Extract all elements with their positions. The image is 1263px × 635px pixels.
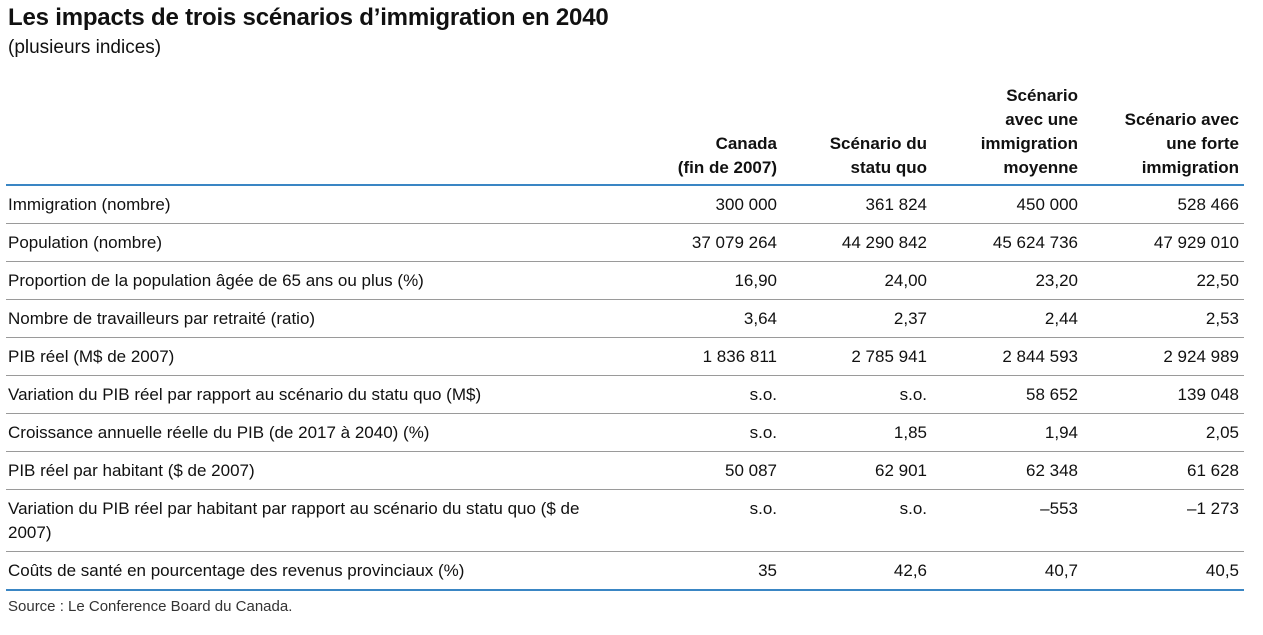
- header-line: [782, 84, 927, 108]
- row-label: PIB réel (M$ de 2007): [6, 337, 634, 376]
- row-label: PIB réel par habitant ($ de 2007): [6, 451, 634, 490]
- table-row: Population (nombre) 37 079 264 44 290 84…: [6, 223, 1244, 262]
- header-line: [782, 108, 927, 132]
- header-line: avec une: [1005, 110, 1078, 129]
- table-row: PIB réel par habitant ($ de 2007) 50 087…: [6, 451, 1244, 490]
- cell-value: 2 844 593: [932, 337, 1083, 376]
- column-header-immigration-moyenne: Scénario avec une immigration moyenne: [932, 84, 1083, 186]
- column-header-forte-immigration: Scénario avec une forte immigration: [1083, 84, 1244, 186]
- header-line: statu quo: [850, 158, 928, 177]
- source-note: Source : Le Conference Board du Canada.: [8, 598, 293, 615]
- cell-value: 61 628: [1083, 451, 1244, 490]
- cell-value: 40,5: [1083, 551, 1244, 591]
- row-label: Variation du PIB réel par habitant par r…: [6, 489, 634, 552]
- header-line: [634, 84, 777, 108]
- cell-value: 42,6: [782, 551, 932, 591]
- cell-value: 361 824: [782, 185, 932, 224]
- row-label: Nombre de travailleurs par retraité (rat…: [6, 299, 634, 338]
- cell-value: s.o.: [634, 489, 782, 552]
- table-row: Nombre de travailleurs par retraité (rat…: [6, 299, 1244, 338]
- cell-value: 50 087: [634, 451, 782, 490]
- cell-value: 300 000: [634, 185, 782, 224]
- cell-value: 2,44: [932, 299, 1083, 338]
- row-label: Proportion de la population âgée de 65 a…: [6, 261, 634, 300]
- header-line: une forte: [1166, 134, 1239, 153]
- table-row: Immigration (nombre) 300 000 361 824 450…: [6, 185, 1244, 224]
- header-line: immigration: [980, 134, 1078, 153]
- cell-value: 62 348: [932, 451, 1083, 490]
- cell-value: 139 048: [1083, 375, 1244, 414]
- header-line: (fin de 2007): [677, 158, 777, 177]
- chart-title: Les impacts de trois scénarios d’immigra…: [8, 4, 609, 31]
- row-label: Variation du PIB réel par rapport au scé…: [6, 375, 634, 414]
- table-row: Proportion de la population âgée de 65 a…: [6, 261, 1244, 300]
- cell-value: 44 290 842: [782, 223, 932, 262]
- cell-value: 35: [634, 551, 782, 591]
- cell-value: 22,50: [1083, 261, 1244, 300]
- row-label: Coûts de santé en pourcentage des revenu…: [6, 551, 634, 591]
- cell-value: 450 000: [932, 185, 1083, 224]
- cell-value: –553: [932, 489, 1083, 552]
- chart-subtitle: (plusieurs indices): [8, 37, 162, 58]
- cell-value: s.o.: [782, 375, 932, 414]
- header-line: moyenne: [1003, 158, 1078, 177]
- cell-value: 528 466: [1083, 185, 1244, 224]
- cell-value: 47 929 010: [1083, 223, 1244, 262]
- table-row: Coûts de santé en pourcentage des revenu…: [6, 551, 1244, 591]
- cell-value: 24,00: [782, 261, 932, 300]
- cell-value: 45 624 736: [932, 223, 1083, 262]
- cell-value: s.o.: [782, 489, 932, 552]
- cell-value: s.o.: [634, 375, 782, 414]
- data-table: Canada (fin de 2007) Scénario du statu q…: [6, 84, 1244, 591]
- cell-value: 2,37: [782, 299, 932, 338]
- header-line: [1083, 84, 1239, 108]
- cell-value: 23,20: [932, 261, 1083, 300]
- table-row: Croissance annuelle réelle du PIB (de 20…: [6, 413, 1244, 452]
- column-header-canada: Canada (fin de 2007): [634, 84, 782, 186]
- cell-value: 2 924 989: [1083, 337, 1244, 376]
- cell-value: 3,64: [634, 299, 782, 338]
- header-line: immigration: [1141, 158, 1239, 177]
- cell-value: 1,85: [782, 413, 932, 452]
- cell-value: 1 836 811: [634, 337, 782, 376]
- table-row: PIB réel (M$ de 2007) 1 836 811 2 785 94…: [6, 337, 1244, 376]
- row-label: Immigration (nombre): [6, 185, 634, 224]
- cell-value: 37 079 264: [634, 223, 782, 262]
- cell-value: 2,05: [1083, 413, 1244, 452]
- table-row: Variation du PIB réel par habitant par r…: [6, 489, 1244, 552]
- cell-value: 40,7: [932, 551, 1083, 591]
- cell-value: 2,53: [1083, 299, 1244, 338]
- row-label: Population (nombre): [6, 223, 634, 262]
- header-line: Scénario du: [829, 134, 927, 153]
- header-line: [634, 108, 777, 132]
- cell-value: 1,94: [932, 413, 1083, 452]
- cell-value: 58 652: [932, 375, 1083, 414]
- header-line: Scénario avec: [1124, 110, 1239, 129]
- cell-value: 62 901: [782, 451, 932, 490]
- cell-value: 16,90: [634, 261, 782, 300]
- column-header-statu-quo: Scénario du statu quo: [782, 84, 932, 186]
- cell-value: 2 785 941: [782, 337, 932, 376]
- header-row: Canada (fin de 2007) Scénario du statu q…: [6, 84, 1244, 186]
- cell-value: –1 273: [1083, 489, 1244, 552]
- header-label-cell: [6, 84, 634, 186]
- header-line: Canada: [715, 134, 777, 153]
- table-row: Variation du PIB réel par rapport au scé…: [6, 375, 1244, 414]
- row-label: Croissance annuelle réelle du PIB (de 20…: [6, 413, 634, 452]
- header-line: Scénario: [1006, 86, 1078, 105]
- cell-value: s.o.: [634, 413, 782, 452]
